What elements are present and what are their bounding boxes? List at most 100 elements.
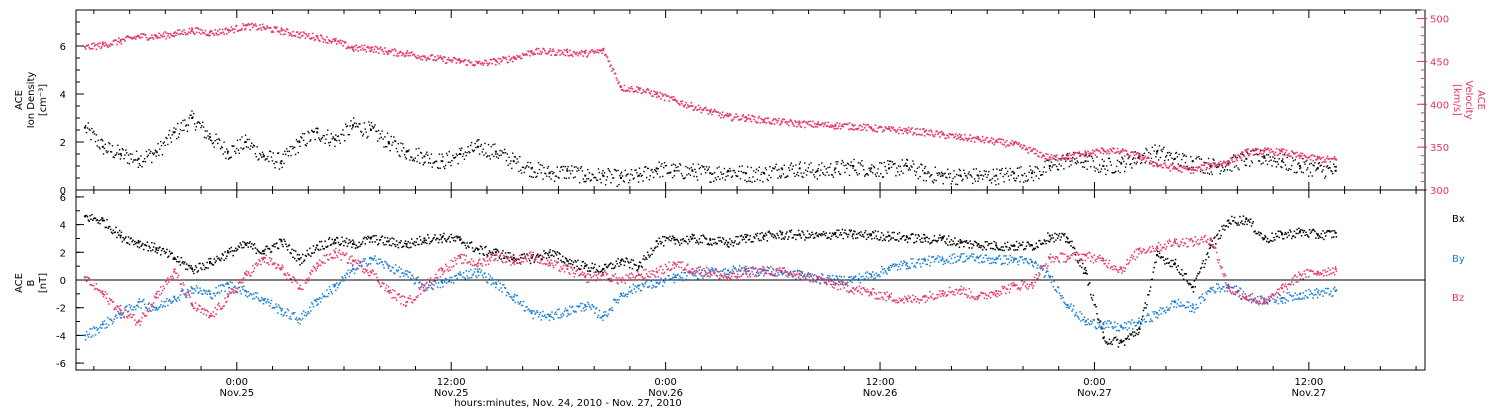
density-dot bbox=[675, 166, 677, 169]
velocity-dot bbox=[532, 53, 535, 56]
density-dot bbox=[1269, 156, 1271, 158]
by-dot bbox=[144, 306, 147, 308]
bx-dot bbox=[1092, 294, 1095, 297]
by-dot bbox=[125, 306, 127, 308]
density-dot bbox=[516, 158, 518, 160]
velocity-dot bbox=[1171, 164, 1173, 166]
bx-dot bbox=[633, 263, 635, 266]
by-dot bbox=[225, 283, 227, 285]
velocity-dot bbox=[360, 44, 363, 47]
velocity-dot bbox=[703, 108, 705, 110]
density-dot bbox=[731, 175, 734, 177]
velocity-dot bbox=[116, 43, 118, 46]
density-point bbox=[191, 117, 194, 119]
velocity-dot bbox=[1039, 151, 1041, 154]
velocity-dot bbox=[268, 26, 271, 29]
bx-dot bbox=[144, 244, 147, 246]
bx-dot bbox=[791, 237, 794, 239]
velocity-dot bbox=[108, 44, 110, 46]
density-dot bbox=[891, 161, 894, 163]
velocity-dot bbox=[573, 51, 576, 53]
by-dot bbox=[363, 260, 366, 262]
velocity-dot bbox=[1112, 147, 1114, 149]
bx-dot bbox=[1215, 234, 1218, 237]
bx-dot bbox=[677, 240, 679, 242]
bx-dot bbox=[1103, 336, 1105, 338]
bx-dot bbox=[963, 245, 965, 248]
bx-point bbox=[512, 256, 515, 259]
velocity-dot bbox=[880, 126, 882, 128]
density-dot bbox=[720, 171, 722, 173]
bx-dot bbox=[358, 241, 360, 244]
density-dot bbox=[1234, 156, 1237, 158]
density-dot bbox=[511, 167, 513, 170]
density-dot bbox=[1124, 166, 1127, 168]
density-dot bbox=[151, 161, 153, 164]
density-dot bbox=[599, 178, 601, 180]
density-dot bbox=[798, 163, 801, 165]
density-dot bbox=[612, 177, 615, 179]
bx-dot bbox=[985, 248, 987, 251]
velocity-dot bbox=[786, 123, 788, 125]
bx-dot bbox=[268, 247, 270, 250]
density-dot bbox=[335, 134, 337, 136]
bx-dot bbox=[1195, 277, 1197, 280]
velocity-dot bbox=[360, 49, 362, 51]
density-dot bbox=[612, 177, 614, 179]
velocity-dot bbox=[846, 123, 849, 125]
density-dot bbox=[190, 114, 192, 116]
bx-dot bbox=[733, 241, 736, 244]
velocity-dot bbox=[823, 123, 826, 126]
bx-dot bbox=[1184, 273, 1187, 275]
density-dot bbox=[260, 156, 263, 158]
velocity-tick-label: 500 bbox=[1430, 15, 1449, 26]
bx-dot bbox=[751, 240, 753, 243]
velocity-dot bbox=[709, 111, 712, 114]
density-dot bbox=[1032, 179, 1035, 182]
velocity-dot bbox=[912, 133, 914, 136]
bx-dot bbox=[1198, 273, 1200, 275]
velocity-dot bbox=[761, 118, 763, 121]
density-dot bbox=[1115, 165, 1118, 168]
by-dot bbox=[369, 263, 372, 265]
bx-dot bbox=[922, 241, 924, 244]
density-dot bbox=[481, 151, 483, 153]
bx-dot bbox=[1005, 245, 1007, 248]
velocity-dot bbox=[489, 58, 492, 61]
velocity-dot bbox=[861, 125, 863, 128]
velocity-dot bbox=[309, 37, 311, 40]
density-dot bbox=[432, 162, 434, 164]
density-dot bbox=[444, 167, 446, 170]
density-dot bbox=[1242, 154, 1245, 156]
bx-dot bbox=[135, 241, 138, 244]
velocity-dot bbox=[336, 40, 339, 43]
velocity-dot bbox=[453, 56, 455, 59]
density-dot bbox=[916, 167, 919, 170]
bx-dot bbox=[785, 233, 787, 235]
bx-dot bbox=[428, 242, 431, 245]
by-dot bbox=[368, 263, 370, 265]
velocity-dot bbox=[124, 40, 126, 42]
density-dot bbox=[786, 175, 788, 178]
bx-dot bbox=[867, 236, 870, 239]
velocity-dot bbox=[334, 39, 336, 42]
bx-dot bbox=[965, 240, 968, 242]
density-dot bbox=[930, 174, 932, 176]
density-dot bbox=[1151, 146, 1154, 149]
by-dot bbox=[235, 291, 237, 294]
by-dot bbox=[151, 305, 153, 308]
bx-dot bbox=[1194, 286, 1197, 288]
density-dot bbox=[174, 131, 176, 133]
velocity-dot bbox=[652, 95, 654, 97]
density-dot bbox=[1263, 157, 1265, 159]
density-dot bbox=[638, 167, 641, 169]
by-dot bbox=[362, 258, 365, 260]
density-dot bbox=[430, 153, 433, 155]
bx-dot bbox=[754, 237, 756, 239]
velocity-dot bbox=[865, 129, 868, 132]
density-dot bbox=[805, 174, 808, 176]
bx-dot bbox=[961, 241, 963, 244]
bx-dot bbox=[225, 257, 227, 260]
density-dot bbox=[556, 166, 559, 168]
velocity-dot bbox=[517, 55, 519, 58]
